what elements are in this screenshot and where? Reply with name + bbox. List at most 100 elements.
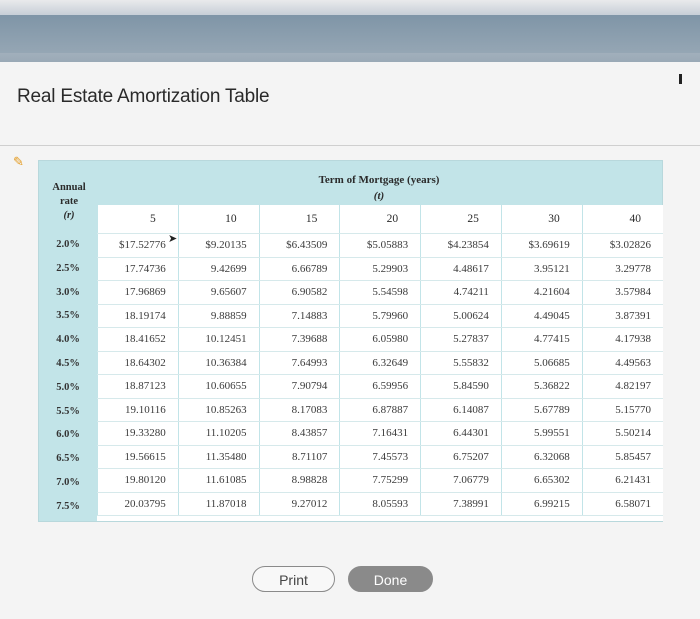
value-cell: 5.99551 (500, 421, 583, 446)
value-cell: 6.32649 (339, 351, 421, 375)
table-row: 20.03795 11.87018 9.27012 8.05593 7.38991 6.9… (97, 492, 663, 516)
rate-cell: 3.5% (56, 310, 80, 322)
value-cell: 6.90582 (258, 280, 340, 305)
value-cell: 18.41652 (97, 327, 179, 352)
value-cell: 6.75207 (420, 445, 502, 469)
value-cell: 5.79960 (339, 304, 421, 328)
value-cell: 9.65607 (177, 280, 260, 305)
value-cell: $6.43509 (258, 233, 340, 258)
value-cell: 11.35480 (177, 445, 260, 469)
term-cell: 40 (581, 205, 663, 234)
term-cell: 20 (339, 205, 421, 234)
value-cell: 5.27837 (420, 327, 502, 352)
value-cell: 4.49045 (500, 304, 583, 328)
value-cell: 4.21604 (500, 280, 583, 305)
value-cell: 6.44301 (420, 421, 502, 446)
value-cell: 20.03795 (97, 492, 179, 516)
title-bar-band (0, 15, 700, 53)
value-cell: 5.54598 (339, 280, 421, 305)
minimize-icon[interactable] (679, 74, 682, 84)
value-cell: 5.55832 (420, 351, 502, 375)
rate-header-line2: rate (59, 196, 79, 207)
value-cell: 3.87391 (581, 304, 663, 328)
value-cell: 5.36822 (500, 374, 583, 399)
value-cell: 6.66789 (258, 257, 340, 281)
table-row: 18.41652 10.12451 7.39688 6.05980 5.27837 4.7… (97, 327, 663, 352)
table-row: 17.96869 9.65607 6.90582 5.54598 4.74211 4.21… (97, 280, 663, 305)
values-table: 5 10 15 20 25 30 40 $17.52776 $9.20135 $6.43509 $5… (97, 205, 663, 516)
value-cell: 6.32068 (500, 445, 583, 469)
table-row: 18.19174 9.88859 7.14883 5.79960 5.00624 4.49… (97, 304, 663, 328)
value-cell: 8.05593 (339, 492, 421, 516)
value-cell: 5.06685 (500, 351, 583, 375)
value-cell: 6.59956 (339, 374, 421, 399)
table-row: 19.33280 11.10205 8.43857 7.16431 6.44301 5.9… (97, 421, 663, 446)
value-cell: 6.87887 (339, 398, 421, 422)
rate-cell: 7.5% (56, 500, 80, 512)
term-header-symbol: (t) (373, 190, 385, 202)
rate-cell: 6.0% (56, 429, 80, 441)
value-cell: 19.33280 (97, 421, 179, 446)
value-cell: 11.10205 (177, 421, 260, 446)
value-cell: 5.50214 (581, 421, 663, 446)
rate-cell: 5.0% (56, 381, 80, 393)
value-cell: 7.90794 (258, 374, 340, 399)
table-row: 19.56615 11.35480 8.71107 7.45573 6.75207 6.3… (97, 445, 663, 469)
value-cell: 6.21431 (581, 468, 663, 493)
table-row: 17.74736 9.42699 6.66789 5.29903 4.48617 3.95… (97, 257, 663, 281)
value-cell: 9.27012 (258, 492, 340, 516)
value-cell: 9.88859 (177, 304, 260, 328)
title-bar (0, 0, 700, 62)
value-cell: 11.61085 (177, 468, 260, 493)
value-cell: 10.85263 (177, 398, 260, 422)
value-cell: 7.16431 (339, 421, 421, 446)
rate-cell: 6.5% (56, 453, 80, 465)
rate-column: 2.0% 2.5% 3.0% 3.5% 4.0% 4.5% 5.0% 5.5% 6.0% 6.5%… (39, 233, 97, 519)
value-cell: 19.56615 (97, 445, 179, 469)
rate-cell: 2.0% (56, 239, 80, 250)
value-cell: 18.19174 (97, 304, 179, 328)
value-cell: 17.74736 (97, 257, 179, 281)
value-cell: $9.20135 (177, 233, 260, 258)
term-cell: 30 (500, 205, 583, 234)
print-button[interactable]: Print (252, 566, 335, 592)
term-header-title: Term of Mortgage (years) (318, 174, 440, 186)
value-cell: 6.99215 (500, 492, 583, 516)
value-cell: 7.75299 (339, 468, 421, 493)
value-cell: 8.43857 (258, 421, 340, 446)
term-cell: 15 (258, 205, 340, 234)
value-cell: 7.14883 (258, 304, 340, 328)
value-cell: 9.42699 (177, 257, 260, 281)
value-cell: 3.95121 (500, 257, 583, 281)
done-button[interactable]: Done (348, 566, 433, 592)
value-cell: 5.00624 (420, 304, 502, 328)
value-cell: 4.17938 (581, 327, 663, 352)
value-cell: 18.87123 (97, 374, 179, 399)
value-cell: 11.87018 (177, 492, 260, 516)
value-cell: 3.29778 (581, 257, 663, 281)
cursor-icon: ➤ (168, 233, 178, 245)
value-cell: 6.05980 (339, 327, 421, 352)
value-cell: 7.45573 (339, 445, 421, 469)
value-cell: 8.71107 (258, 445, 340, 469)
value-cell: $4.23854 (420, 233, 502, 258)
value-cell: $3.02826 (581, 233, 663, 258)
value-cell: 7.64993 (258, 351, 340, 375)
rate-cell: 4.5% (56, 357, 80, 369)
value-cell: 7.38991 (420, 492, 502, 516)
value-cell: 4.74211 (420, 280, 502, 305)
term-header: Term of Mortgage (years) (t) (269, 173, 489, 203)
table-row: 19.80120 11.61085 8.98828 7.75299 7.06779 6.6… (97, 468, 663, 493)
value-cell: 10.60655 (177, 374, 260, 399)
rate-header: Annual rate (r) (43, 181, 95, 223)
value-cell: 19.10116 (97, 398, 179, 422)
rate-cell: 4.0% (56, 334, 80, 346)
rate-cell: 3.0% (56, 286, 80, 298)
rate-header-line1: Annual (52, 182, 86, 193)
rate-header-symbol: (r) (63, 210, 75, 221)
value-cell: 18.64302 (97, 351, 179, 375)
value-cell: $3.69619 (500, 233, 583, 258)
value-cell: 6.65302 (500, 468, 583, 493)
value-cell: 7.06779 (420, 468, 502, 493)
value-cell: 6.58071 (581, 492, 663, 516)
